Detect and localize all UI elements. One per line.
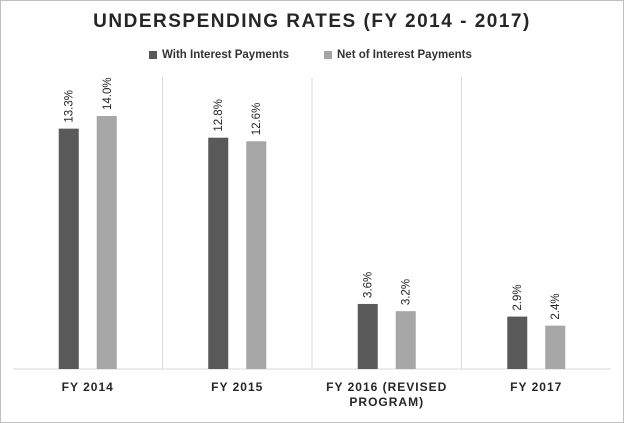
bar-value-label: 12.6%: [251, 103, 263, 136]
x-tick-label: FY 2016 (REVISED: [326, 380, 447, 394]
bar-with-interest: [58, 128, 79, 369]
bar-value-label: 12.8%: [213, 99, 225, 132]
bar-with-interest: [208, 137, 229, 369]
bar-value-label: 13.3%: [64, 90, 76, 123]
legend-item-net-of-interest: Net of Interest Payments: [324, 48, 472, 62]
legend-swatch-net-of-interest: [324, 51, 332, 59]
legend-label-net-of-interest: Net of Interest Payments: [337, 49, 472, 61]
bar-net-of-interest: [545, 325, 566, 369]
x-tick-label: PROGRAM): [349, 395, 424, 409]
bar-net-of-interest: [246, 141, 267, 369]
bar-value-label: 3.2%: [401, 279, 413, 305]
legend-swatch-with-interest: [149, 51, 157, 59]
bar-net-of-interest: [96, 116, 117, 369]
bar-net-of-interest: [395, 311, 416, 369]
x-tick-label: FY 2017: [510, 380, 562, 394]
legend-label-with-interest: With Interest Payments: [162, 49, 290, 61]
bar-with-interest: [507, 316, 528, 369]
chart-title: UNDERSPENDING RATES (FY 2014 - 2017): [93, 11, 531, 32]
bar-with-interest: [357, 303, 378, 369]
x-tick-label: FY 2015: [211, 380, 263, 394]
bar-value-label: 2.9%: [512, 284, 524, 310]
bar-value-label: 14.0%: [102, 77, 114, 110]
legend-item-with-interest: With Interest Payments: [149, 48, 289, 62]
bar-value-label: 3.6%: [363, 272, 375, 298]
x-tick-label: FY 2014: [62, 380, 114, 394]
bar-value-label: 2.4%: [550, 293, 562, 319]
